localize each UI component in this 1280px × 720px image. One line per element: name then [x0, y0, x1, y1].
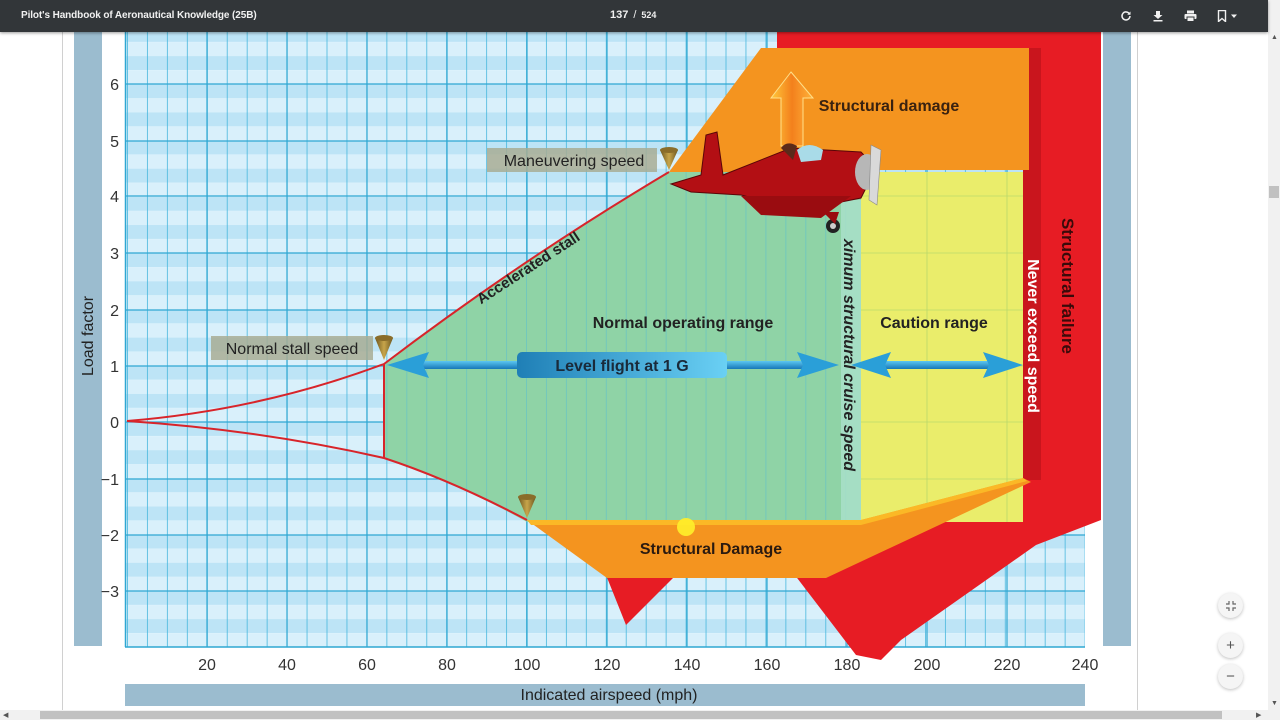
- svg-text:200: 200: [914, 657, 941, 674]
- svg-text:1: 1: [110, 359, 119, 376]
- normal-stall-speed-label: Normal stall speed: [226, 341, 359, 358]
- scroll-right-icon[interactable]: ▶: [1256, 712, 1262, 719]
- svg-text:−3: −3: [101, 584, 119, 601]
- level-flight-label: Level flight at 1 G: [555, 358, 688, 375]
- svg-text:20: 20: [198, 657, 216, 674]
- pdf-toolbar: Pilot's Handbook of Aeronautical Knowled…: [0, 0, 1268, 32]
- y-axis-label: Load factor: [80, 295, 97, 376]
- svg-text:40: 40: [278, 657, 296, 674]
- download-icon: [1153, 11, 1163, 22]
- print-button[interactable]: [1182, 8, 1198, 24]
- current-page-input[interactable]: 137: [610, 9, 629, 21]
- pdf-page: 6 5 4 3 2 1 0 −1 −2 −3 20 40 60 80 100 1…: [62, 32, 1138, 710]
- fit-page-icon: [1225, 600, 1236, 611]
- svg-text:5: 5: [110, 134, 119, 151]
- scroll-down-icon[interactable]: ▼: [1271, 700, 1278, 707]
- page-indicator: 137 / 524: [610, 9, 656, 21]
- zoom-in-button[interactable]: +: [1218, 633, 1243, 658]
- download-button[interactable]: [1150, 8, 1166, 24]
- rotate-icon: [1121, 11, 1131, 21]
- x-axis-label: Indicated airspeed (mph): [521, 687, 698, 704]
- svg-text:4: 4: [110, 189, 119, 206]
- structural-failure-label: Structural failure: [1058, 218, 1077, 354]
- caution-range-region: [861, 172, 1023, 522]
- scroll-left-icon[interactable]: ◀: [3, 712, 9, 719]
- never-exceed-speed-label: Never exceed speed: [1024, 259, 1041, 413]
- caution-arrow: [851, 352, 1023, 378]
- svg-text:6: 6: [110, 77, 119, 94]
- chevron-down-icon: [1231, 14, 1237, 18]
- scroll-up-icon[interactable]: ▲: [1271, 34, 1278, 41]
- right-band: [1103, 32, 1131, 646]
- x-axis-band: [125, 684, 1085, 706]
- airplane-icon: [669, 131, 882, 233]
- page-separator: /: [633, 9, 637, 21]
- normal-operating-range-label: Normal operating range: [593, 315, 774, 332]
- maneuvering-speed-marker-icon: [660, 150, 678, 170]
- maneuvering-speed-label: Maneuvering speed: [504, 153, 645, 170]
- bookmark-icon: [1217, 10, 1237, 22]
- svg-text:0: 0: [110, 415, 119, 432]
- pdf-viewport: 6 5 4 3 2 1 0 −1 −2 −3 20 40 60 80 100 1…: [0, 32, 1268, 710]
- vertical-scroll-thumb[interactable]: [1269, 186, 1279, 198]
- vg-diagram: 6 5 4 3 2 1 0 −1 −2 −3 20 40 60 80 100 1…: [74, 32, 1131, 706]
- document-title: Pilot's Handbook of Aeronautical Knowled…: [21, 10, 257, 21]
- rotate-button[interactable]: [1118, 8, 1134, 24]
- vertical-scrollbar[interactable]: ▲ ▼: [1268, 0, 1280, 710]
- horizontal-scroll-thumb[interactable]: [40, 711, 1222, 719]
- structural-damage-top-region: [669, 48, 1029, 172]
- structural-damage-bottom-label: Structural Damage: [640, 541, 782, 558]
- svg-text:180: 180: [834, 657, 861, 674]
- svg-text:60: 60: [358, 657, 376, 674]
- maneuvering-speed-callout: [487, 148, 657, 172]
- y-axis-band: [74, 32, 102, 646]
- zoom-out-button[interactable]: −: [1218, 664, 1243, 689]
- total-pages: 524: [641, 10, 657, 20]
- svg-text:120: 120: [594, 657, 621, 674]
- structural-damage-bottom-region: [527, 478, 1031, 578]
- svg-text:2: 2: [110, 303, 119, 320]
- bookmark-menu-button[interactable]: [1214, 8, 1242, 24]
- svg-text:80: 80: [438, 657, 456, 674]
- svg-text:−1: −1: [101, 472, 119, 489]
- structural-damage-top-label: Structural damage: [819, 98, 960, 115]
- svg-text:160: 160: [754, 657, 781, 674]
- svg-text:240: 240: [1072, 657, 1099, 674]
- negative-stall-curve: [126, 420, 528, 521]
- x-axis-ticks: 20 40 60 80 100 120 140 160 180 200 220 …: [198, 657, 1098, 674]
- level-flight-arrow: [387, 352, 839, 378]
- svg-text:140: 140: [674, 657, 701, 674]
- negative-stall-marker-icon: [518, 497, 536, 518]
- svg-text:220: 220: [994, 657, 1021, 674]
- fit-to-page-button[interactable]: [1218, 593, 1243, 618]
- accelerated-stall-curve: [126, 171, 670, 422]
- normal-stall-marker-icon: [375, 338, 393, 360]
- horizontal-scrollbar[interactable]: ◀ ▶: [0, 710, 1268, 720]
- caution-range-label: Caution range: [880, 315, 988, 332]
- glow-dot: [677, 518, 695, 536]
- print-icon: [1184, 10, 1196, 22]
- y-axis-ticks: 6 5 4 3 2 1 0 −1 −2 −3: [101, 77, 119, 601]
- svg-text:−2: −2: [101, 528, 119, 545]
- svg-text:3: 3: [110, 246, 119, 263]
- normal-stall-speed-callout: [211, 336, 373, 360]
- svg-text:100: 100: [514, 657, 541, 674]
- max-structural-cruise-label: ximum structural cruise speed: [840, 238, 857, 472]
